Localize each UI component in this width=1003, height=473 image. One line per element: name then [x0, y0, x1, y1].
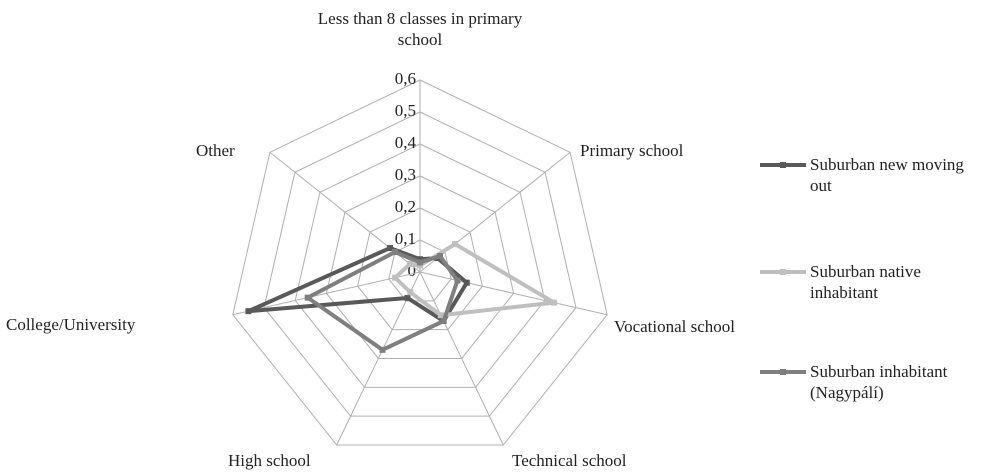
category-label: Technical school [512, 451, 627, 470]
r-tick-label: 0,4 [395, 133, 417, 152]
r-tick-label: 0,6 [395, 69, 416, 88]
grid-ring [263, 111, 577, 417]
marker [454, 277, 461, 284]
marker [386, 245, 393, 252]
marker [437, 253, 444, 260]
r-tick-label: 0,2 [395, 197, 416, 216]
marker [304, 294, 311, 301]
grid-ring [294, 143, 546, 388]
category-label: College/University [6, 315, 136, 334]
grid-ring [232, 79, 608, 446]
legend-marker [780, 269, 786, 275]
category-label: Primary school [580, 141, 684, 160]
marker [437, 312, 444, 319]
category-label: Vocational school [614, 317, 736, 336]
marker [406, 261, 413, 268]
marker [463, 279, 470, 286]
marker [392, 274, 399, 281]
legend-marker [780, 369, 786, 375]
legend-label: Suburban inhabitant (Nagypálí) [810, 362, 948, 402]
grid-ring [357, 207, 483, 331]
marker [391, 249, 398, 256]
spoke [419, 271, 504, 446]
legend-label: Suburban new moving out [810, 155, 964, 195]
r-tick-label: 0,5 [395, 101, 416, 120]
marker [407, 289, 414, 296]
category-label: Other [196, 141, 235, 160]
marker [417, 256, 423, 263]
spoke [419, 271, 608, 316]
marker [551, 299, 558, 306]
category-label: High school [228, 451, 311, 470]
r-tick-label: 0,1 [395, 229, 416, 248]
marker [379, 346, 386, 353]
series-line [305, 250, 460, 352]
category-label: Less than 8 classes in primary school [317, 9, 523, 49]
marker [417, 259, 423, 266]
r-tick-label: 0 [408, 261, 417, 280]
legend-label: Suburban native inhabitant [810, 262, 921, 302]
marker [245, 308, 252, 315]
spoke [232, 271, 421, 316]
legend-marker [780, 162, 786, 168]
grid-ring [325, 175, 515, 359]
marker [440, 318, 447, 325]
marker [452, 241, 459, 248]
marker [404, 294, 411, 301]
r-tick-label: 0,3 [395, 165, 416, 184]
marker [417, 262, 423, 269]
